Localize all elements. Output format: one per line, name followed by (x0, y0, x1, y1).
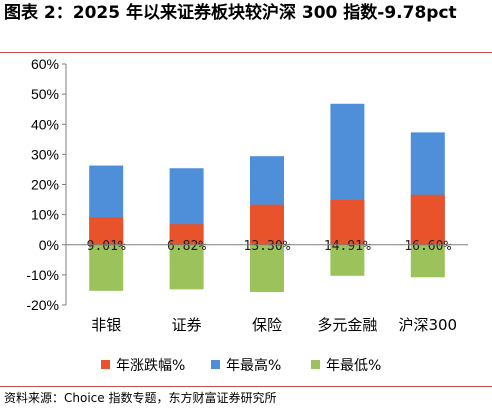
y-tick-label: 20% (31, 177, 59, 193)
legend: 年涨跌幅% 年最高% 年最低% (101, 357, 381, 374)
title-divider (0, 52, 492, 53)
y-tick-label: 0% (39, 237, 59, 253)
y-tick-label: 40% (31, 116, 59, 132)
y-tick-label: 50% (31, 86, 59, 102)
category-label: 多元金融 (317, 316, 377, 334)
bar-year-low (330, 244, 365, 276)
data-label-change: 9.01% (87, 239, 126, 254)
y-tick-label: 10% (31, 207, 59, 223)
source-note: 资料来源：Choice 指数专题，东方财富证券研究所 (4, 391, 277, 405)
x-axis: 非银 证券 保险 多元金融 沪深300 (66, 244, 468, 334)
legend-label: 年最高% (226, 357, 281, 374)
y-tick-label: -20% (26, 297, 59, 313)
bar-year-low (250, 244, 284, 293)
bar-year-low (89, 244, 124, 291)
data-labels: 9.01% 6.82% 13.30% 14.91% 16.60% (87, 239, 452, 254)
bar-year-low (410, 244, 445, 278)
bar-chart: -20% -10% 0% 10% 20% 30% 40% 50% 60% 9.01% 6.82% 1… (26, 56, 468, 374)
bar-year-low (169, 244, 204, 290)
legend-label: 年涨跌幅% (116, 358, 185, 374)
bar-year-change (330, 199, 365, 245)
category-label: 沪深300 (398, 316, 457, 334)
bar-year-change (250, 204, 284, 245)
data-label-change: 16.60% (404, 239, 451, 254)
y-axis: -20% -10% 0% 10% 20% 30% 40% 50% 60% (26, 56, 67, 313)
legend-swatch (211, 360, 220, 369)
category-label: 非银 (91, 316, 121, 334)
bar-year-change (410, 194, 445, 245)
chart-title: 图表 2：2025 年以来证券板块较沪深 300 指数-9.78pct (4, 3, 457, 23)
bars (89, 103, 445, 293)
y-tick-label: 60% (31, 56, 59, 72)
category-label: 证券 (172, 316, 202, 334)
legend-label: 年最低% (326, 358, 381, 374)
source-divider (0, 386, 492, 387)
y-tick-label: 30% (31, 146, 59, 162)
bar-year-change (169, 224, 204, 245)
legend-swatch (311, 360, 320, 369)
data-label-change: 6.82% (167, 239, 206, 254)
data-label-change: 13.30% (244, 239, 291, 254)
data-label-change: 14.91% (324, 239, 371, 254)
y-tick-label: -10% (26, 267, 59, 283)
legend-swatch (101, 360, 110, 369)
bar-year-change (89, 217, 124, 245)
category-label: 保险 (252, 316, 282, 334)
